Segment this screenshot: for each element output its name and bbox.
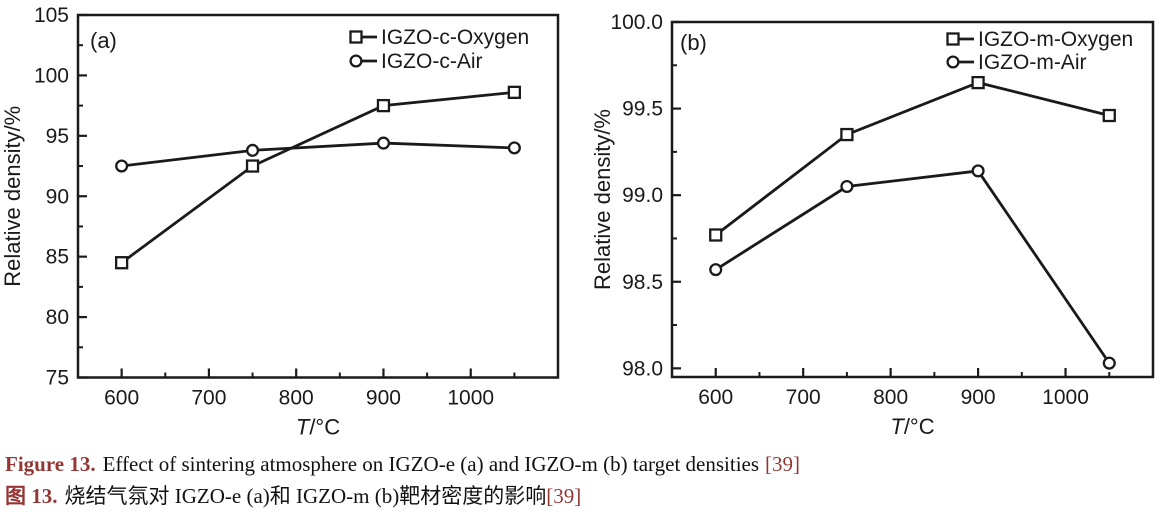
data-point-circle-marker-icon [115,159,129,173]
chart-b-plot: 600 700 800 900 1000 98.0 98.5 99.0 99.5 100.0 IGZ… [590,11,1155,439]
data-point-square-marker-icon [1102,108,1116,123]
caption-zh-label: 图 13. [5,483,58,508]
data-point-square-marker-icon [245,159,260,173]
y-tick-label: 95 [46,125,69,148]
chart-panel-a: 600 700 800 900 1000 75 80 85 90 95 100 105 IGZO-c-O… [0,0,580,445]
caption-en-text: Effect of sintering atmosphere on IGZO-e… [102,452,760,476]
y-tick-label: 100.0 [610,11,663,34]
legend-label: IGZO-c-Oxygen [381,26,529,49]
panel-label: (a) [90,28,117,53]
caption-zh-reference: [39] [546,483,582,508]
x-tick-label: 900 [961,386,996,409]
data-point-circle-marker-icon [507,141,521,155]
caption-line-zh: 图 13. 烧结气氛对 IGZO-e (a)和 IGZO-m (b)靶材密度的影响… [5,481,1161,513]
x-tick-label: 700 [786,386,821,409]
data-point-circle-marker-icon [245,143,260,157]
x-tick-label: 1000 [447,387,494,410]
y-tick-label: 90 [46,185,69,208]
caption-zh-text: 烧结气氛对 IGZO-e (a)和 IGZO-m (b)靶材密度的影响 [64,483,547,508]
x-axis-label: T/°C [890,414,934,439]
x-tick-label: 600 [104,387,139,410]
y-axis-label: Relative density/% [590,109,615,290]
y-axis-label: Relative density/% [0,106,25,287]
data-point-circle-marker-icon [376,136,391,150]
data-point-circle-marker-icon [971,164,985,178]
data-point-circle-marker-icon [709,263,723,277]
legend-square-marker-icon [349,30,363,44]
y-tick-label: 105 [34,4,69,27]
x-tick-label: 800 [873,386,908,409]
x-tick-label: 900 [366,387,401,410]
y-tick-label: 98.5 [622,271,663,294]
x-tick-label: 700 [191,387,226,410]
series-line-IGZO-c-Oxygen [120,90,515,264]
data-point-circle-marker-icon [840,179,854,194]
y-tick-label: 99.0 [622,184,663,207]
x-tick-label: 600 [698,386,733,409]
legend-label: IGZO-m-Air [978,51,1086,74]
x-tick-label: 800 [279,387,314,410]
caption-en-label: Figure 13. [5,452,96,476]
y-tick-label: 100 [34,64,69,87]
legend-circle-marker-icon [349,54,363,68]
data-point-square-marker-icon [709,228,723,242]
caption-en-reference: [39] [765,452,801,476]
y-tick-label: 75 [46,367,69,390]
legend-label: IGZO-c-Air [381,50,482,73]
legend-circle-marker-icon [946,55,960,69]
series-line-IGZO-c-Air [121,141,515,168]
data-point-square-marker-icon [971,75,985,90]
caption-line-en: Figure 13. Effect of sintering atmosphere… [5,449,1161,481]
y-tick-label: 98.0 [622,357,663,380]
figure-caption: Figure 13. Effect of sintering atmosphere… [0,445,1161,512]
x-axis-label: T/°C [296,415,340,440]
data-point-square-marker-icon [114,256,129,270]
data-point-square-marker-icon [376,98,391,113]
chart-panel-b: 600 700 800 900 1000 98.0 98.5 99.0 99.5 100.0 IGZ… [580,0,1161,445]
plot-border [670,20,1155,379]
legend-square-marker-icon [946,32,960,46]
data-point-circle-marker-icon [1102,356,1116,370]
legend-label: IGZO-m-Oxygen [978,28,1133,51]
x-tick-label: 1000 [1042,386,1089,409]
data-point-square-marker-icon [507,85,522,99]
series-line-IGZO-m-Oxygen [714,81,1110,237]
y-tick-label: 80 [46,306,69,329]
y-tick-label: 99.5 [622,98,663,121]
y-tick-label: 85 [46,246,69,269]
plot-border [76,13,560,379]
panel-label: (b) [680,30,707,55]
charts-row: 600 700 800 900 1000 75 80 85 90 95 100 105 IGZO-c-O… [0,0,1161,445]
chart-a-plot: 600 700 800 900 1000 75 80 85 90 95 100 105 IGZO-c-O… [0,4,560,440]
data-point-square-marker-icon [840,127,854,142]
series-line-IGZO-m-Air [714,169,1111,364]
